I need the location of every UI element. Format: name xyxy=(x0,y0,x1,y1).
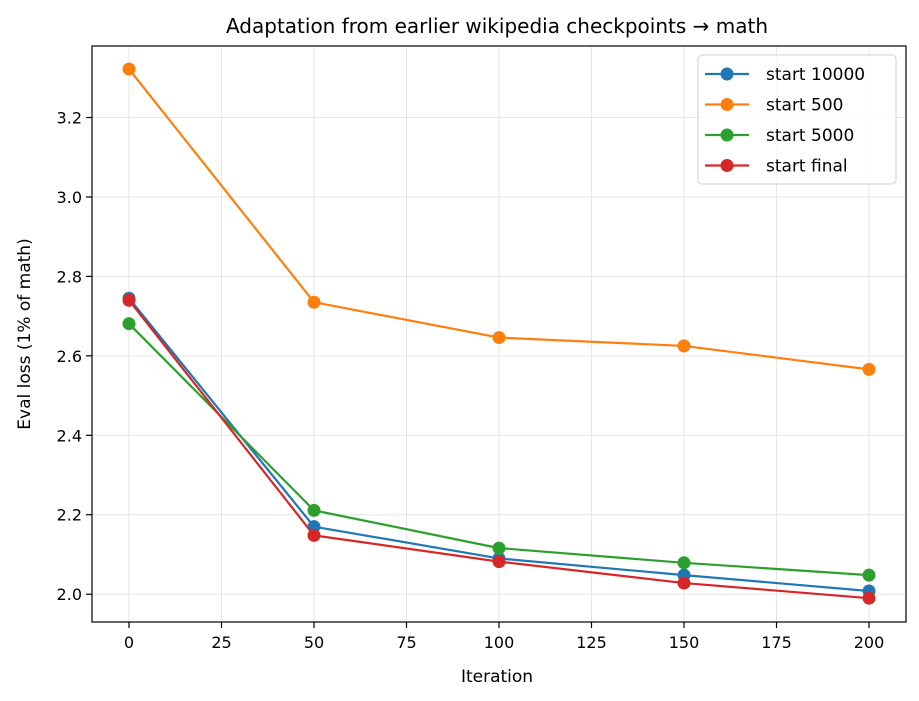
data-point xyxy=(862,362,876,376)
x-tick-label: 100 xyxy=(484,633,515,652)
y-tick-label: 3.0 xyxy=(57,188,82,207)
x-tick-label: 75 xyxy=(396,633,416,652)
data-point xyxy=(122,293,136,307)
legend-label: start final xyxy=(766,157,848,177)
x-tick-label: 175 xyxy=(761,633,792,652)
legend-marker xyxy=(720,128,734,142)
y-tick-label: 2.2 xyxy=(57,506,82,525)
x-tick-label: 25 xyxy=(211,633,231,652)
legend-item: start final xyxy=(705,157,848,177)
data-point xyxy=(492,541,506,555)
x-tick-label: 0 xyxy=(124,633,134,652)
legend-item: start 10000 xyxy=(705,65,865,85)
data-point xyxy=(307,295,321,309)
legend-label: start 10000 xyxy=(766,65,865,85)
data-point xyxy=(677,339,691,353)
legend-frame xyxy=(697,54,897,185)
series-3 xyxy=(122,293,876,605)
data-point xyxy=(307,528,321,542)
ticks: 0 25 50 75 100 125 150 175 200 2.0 2.2 2.4 2.6 2.8 3.0… xyxy=(57,109,885,652)
data-point xyxy=(862,591,876,605)
chart-title: Adaptation from earlier wikipedia checkp… xyxy=(226,14,768,38)
data-point xyxy=(862,568,876,582)
y-tick-label: 3.2 xyxy=(57,109,82,128)
series-1 xyxy=(122,62,876,376)
data-point xyxy=(307,503,321,517)
legend-label: start 5000 xyxy=(766,126,854,146)
x-tick-label: 200 xyxy=(854,633,885,652)
x-tick-label: 125 xyxy=(576,633,607,652)
data-point xyxy=(122,62,136,76)
y-tick-label: 2.6 xyxy=(57,347,82,366)
series-layer xyxy=(122,62,876,605)
legend-marker xyxy=(720,159,734,172)
legend: start 10000 start 500 start 5000 start fina… xyxy=(697,54,897,185)
legend-marker xyxy=(720,98,734,111)
data-point xyxy=(492,331,506,345)
legend-item: start 500 xyxy=(705,96,843,116)
y-tick-label: 2.4 xyxy=(57,426,82,445)
legend-label: start 500 xyxy=(766,96,843,116)
y-tick-label: 2.0 xyxy=(57,585,82,604)
data-point xyxy=(677,576,691,590)
y-axis-label: Eval loss (1% of math) xyxy=(15,238,35,429)
y-tick-label: 2.8 xyxy=(57,267,82,286)
x-axis-label: Iteration xyxy=(461,667,533,687)
data-point xyxy=(492,555,506,569)
data-point xyxy=(677,556,691,570)
x-tick-label: 50 xyxy=(304,633,324,652)
series-2 xyxy=(122,317,876,582)
data-point xyxy=(122,317,136,331)
legend-item: start 5000 xyxy=(705,126,854,146)
legend-marker xyxy=(720,67,734,81)
x-tick-label: 150 xyxy=(669,633,700,652)
